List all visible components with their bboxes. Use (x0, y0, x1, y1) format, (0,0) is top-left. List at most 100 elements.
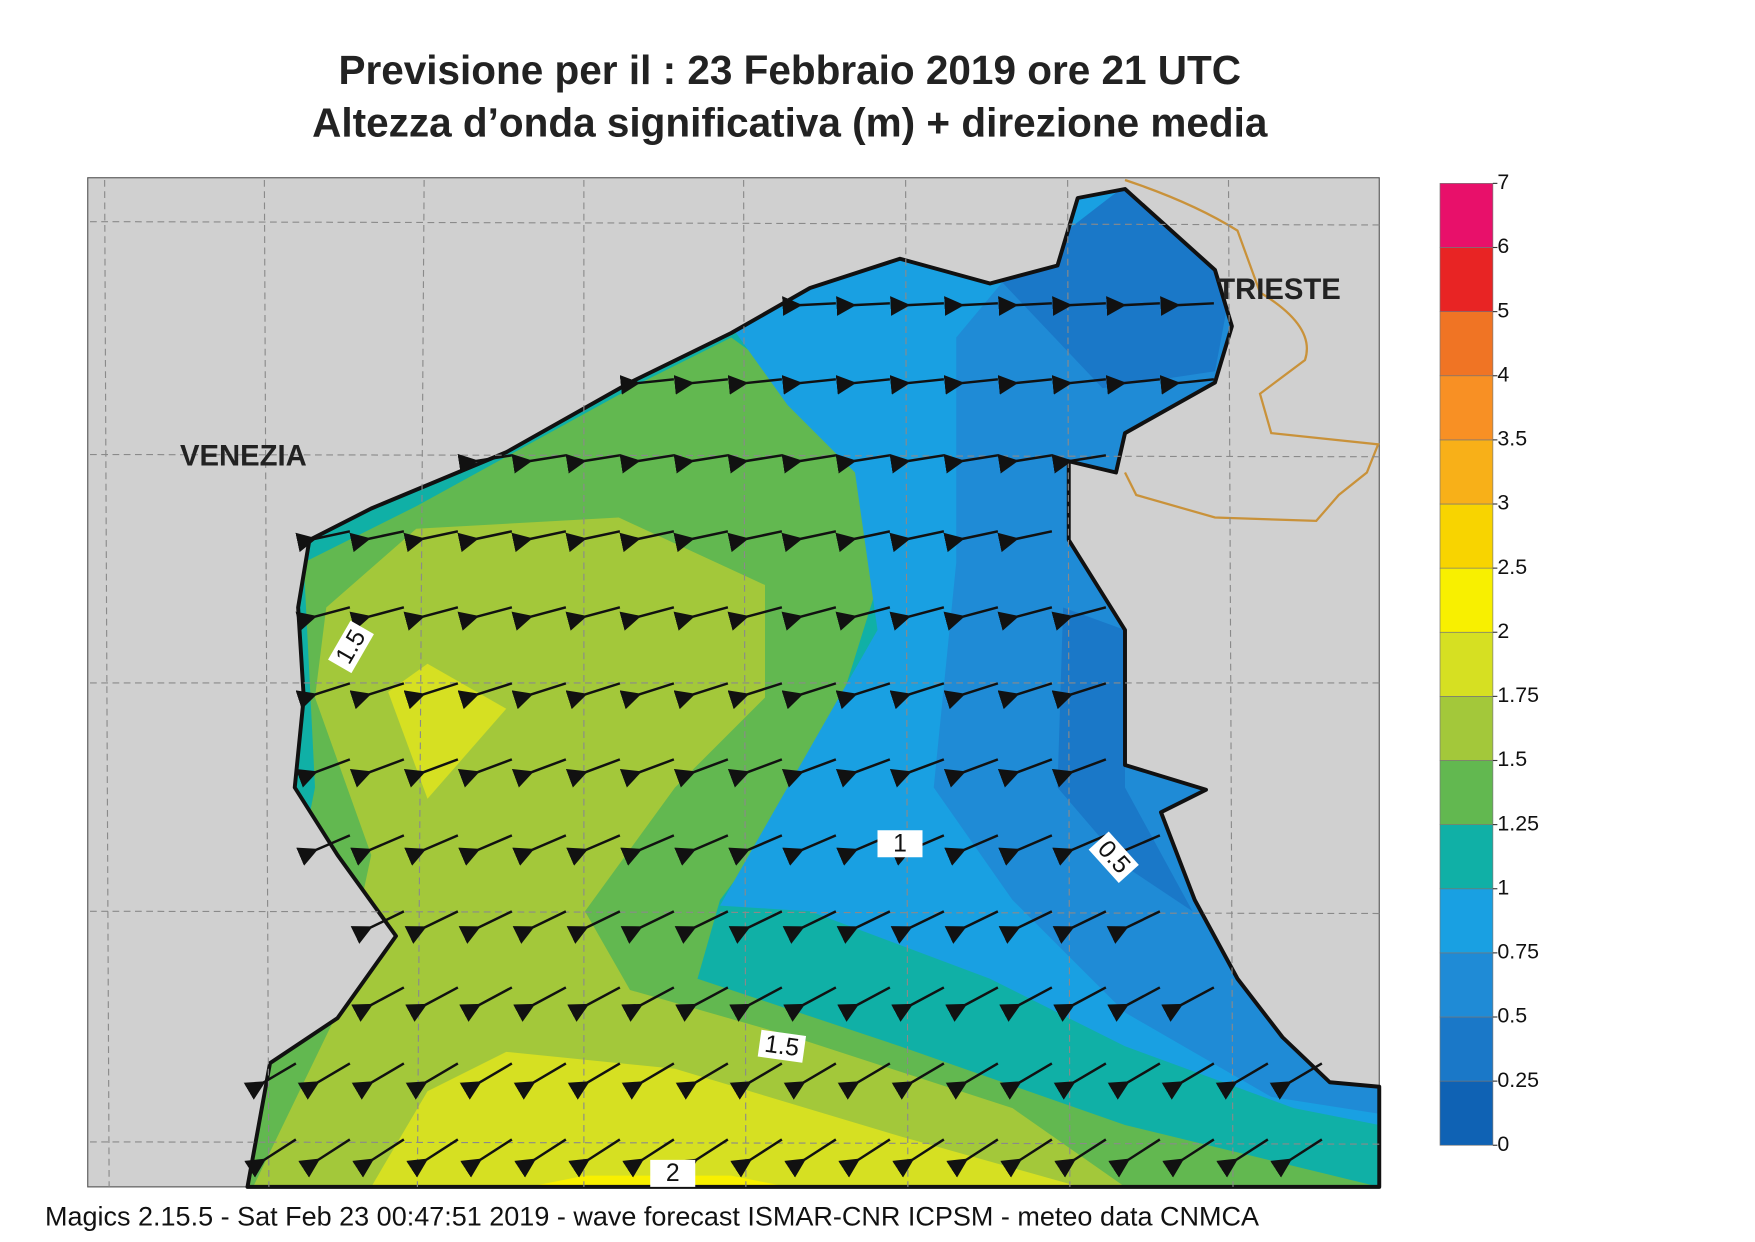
direction-arrow (944, 296, 998, 316)
contour-label-box (1088, 831, 1139, 884)
direction-arrow (943, 758, 999, 788)
direction-arrow (1215, 1062, 1269, 1100)
direction-arrow (997, 374, 1053, 395)
direction-arrow (727, 374, 783, 395)
direction-arrow (999, 1062, 1053, 1100)
direction-arrow (998, 834, 1053, 866)
direction-arrow (1159, 374, 1215, 395)
direction-arrow (568, 1138, 621, 1178)
direction-arrow (997, 453, 1053, 474)
direction-arrow (1054, 1138, 1107, 1178)
colorbar-label: 1.5 (1497, 747, 1527, 771)
direction-arrow (295, 682, 351, 710)
colorbar-label: 4 (1497, 362, 1509, 386)
direction-arrow (781, 374, 837, 395)
direction-arrow (784, 1138, 837, 1178)
direction-arrow (783, 986, 837, 1022)
direction-arrow (944, 834, 999, 866)
direction-arrow (565, 530, 621, 553)
direction-arrow (998, 296, 1052, 316)
direction-arrow (890, 296, 944, 316)
direction-arrow (403, 758, 459, 788)
direction-arrow (673, 374, 729, 395)
wave-height-zone (371, 1051, 1080, 1187)
direction-arrow (1051, 453, 1107, 474)
direction-arrow (945, 986, 999, 1022)
direction-arrow (1162, 1138, 1215, 1178)
direction-arrow (1052, 834, 1107, 866)
direction-arrow (673, 758, 729, 788)
direction-arrow (511, 453, 567, 474)
direction-arrow (945, 1062, 999, 1100)
direction-arrow (404, 834, 459, 866)
direction-arrow (566, 910, 621, 944)
direction-arrow (403, 606, 459, 631)
colorbar-label: 1.25 (1497, 811, 1539, 835)
colorbar-swatch (1439, 888, 1494, 954)
direction-arrow (676, 1138, 729, 1178)
graticule (89, 179, 1380, 1187)
wave-height-zone (1001, 189, 1232, 389)
colorbar-label: 2.5 (1497, 555, 1527, 579)
contour-label-box (650, 1159, 696, 1187)
direction-arrow (997, 606, 1053, 631)
colorbar-label: 6 (1497, 234, 1509, 258)
direction-arrow (511, 758, 567, 788)
direction-arrow (838, 1138, 891, 1178)
direction-arrow (620, 910, 675, 944)
direction-arrow (730, 1138, 783, 1178)
colorbar-label: 0.25 (1497, 1068, 1539, 1092)
colorbar-swatch (1439, 1016, 1494, 1082)
direction-arrow (512, 834, 567, 866)
direction-arrow (511, 682, 567, 710)
colorbar-label: 1.75 (1497, 683, 1539, 707)
direction-arrow (459, 986, 513, 1022)
colorbar-swatch (1439, 247, 1494, 312)
direction-arrow (351, 986, 405, 1022)
title-line: Altezza d’onda significativa (m) + direz… (312, 100, 1268, 146)
direction-arrow (405, 1062, 459, 1100)
direction-arrow (782, 834, 837, 866)
direction-arrow (514, 1138, 567, 1178)
direction-arrow (1106, 834, 1161, 866)
direction-arrow (1052, 910, 1107, 944)
direction-arrow (619, 374, 675, 395)
contour-label-box (757, 1029, 807, 1063)
direction-arrow (837, 986, 891, 1022)
direction-arrow (349, 758, 405, 788)
direction-arrow (457, 606, 513, 631)
direction-arrow (943, 453, 999, 474)
direction-arrow (673, 530, 729, 553)
direction-arrow (457, 682, 513, 710)
contour-label-box (877, 830, 923, 858)
direction-arrow (1161, 986, 1215, 1022)
direction-arrow (835, 530, 891, 553)
direction-arrow (619, 682, 675, 710)
direction-arrow (567, 986, 621, 1022)
direction-arrow (459, 1062, 513, 1100)
direction-arrow (243, 1062, 297, 1100)
colorbar-label: 5 (1497, 298, 1509, 322)
direction-arrow (619, 530, 675, 553)
direction-arrow (946, 1138, 999, 1178)
contour-label: 2 (650, 1159, 696, 1187)
colorbar-swatch (1439, 952, 1494, 1018)
mean-direction-arrows (243, 296, 1323, 1178)
direction-arrow (457, 453, 513, 474)
direction-arrow (889, 606, 945, 631)
contour-label: 1.5 (757, 1029, 807, 1063)
direction-arrow (1161, 1062, 1215, 1100)
direction-arrow (1105, 374, 1161, 395)
direction-arrow (727, 682, 783, 710)
colorbar-swatch (1439, 439, 1494, 505)
direction-arrow (998, 910, 1053, 944)
direction-arrow (891, 986, 945, 1022)
colorbar-swatch (1439, 311, 1494, 377)
colorbar-label: 0.75 (1497, 940, 1539, 964)
direction-arrow (727, 453, 783, 474)
direction-arrow (1051, 682, 1107, 710)
direction-arrow (567, 1062, 621, 1100)
direction-arrow (782, 910, 837, 944)
place-label: TRIESTE (1217, 274, 1341, 306)
